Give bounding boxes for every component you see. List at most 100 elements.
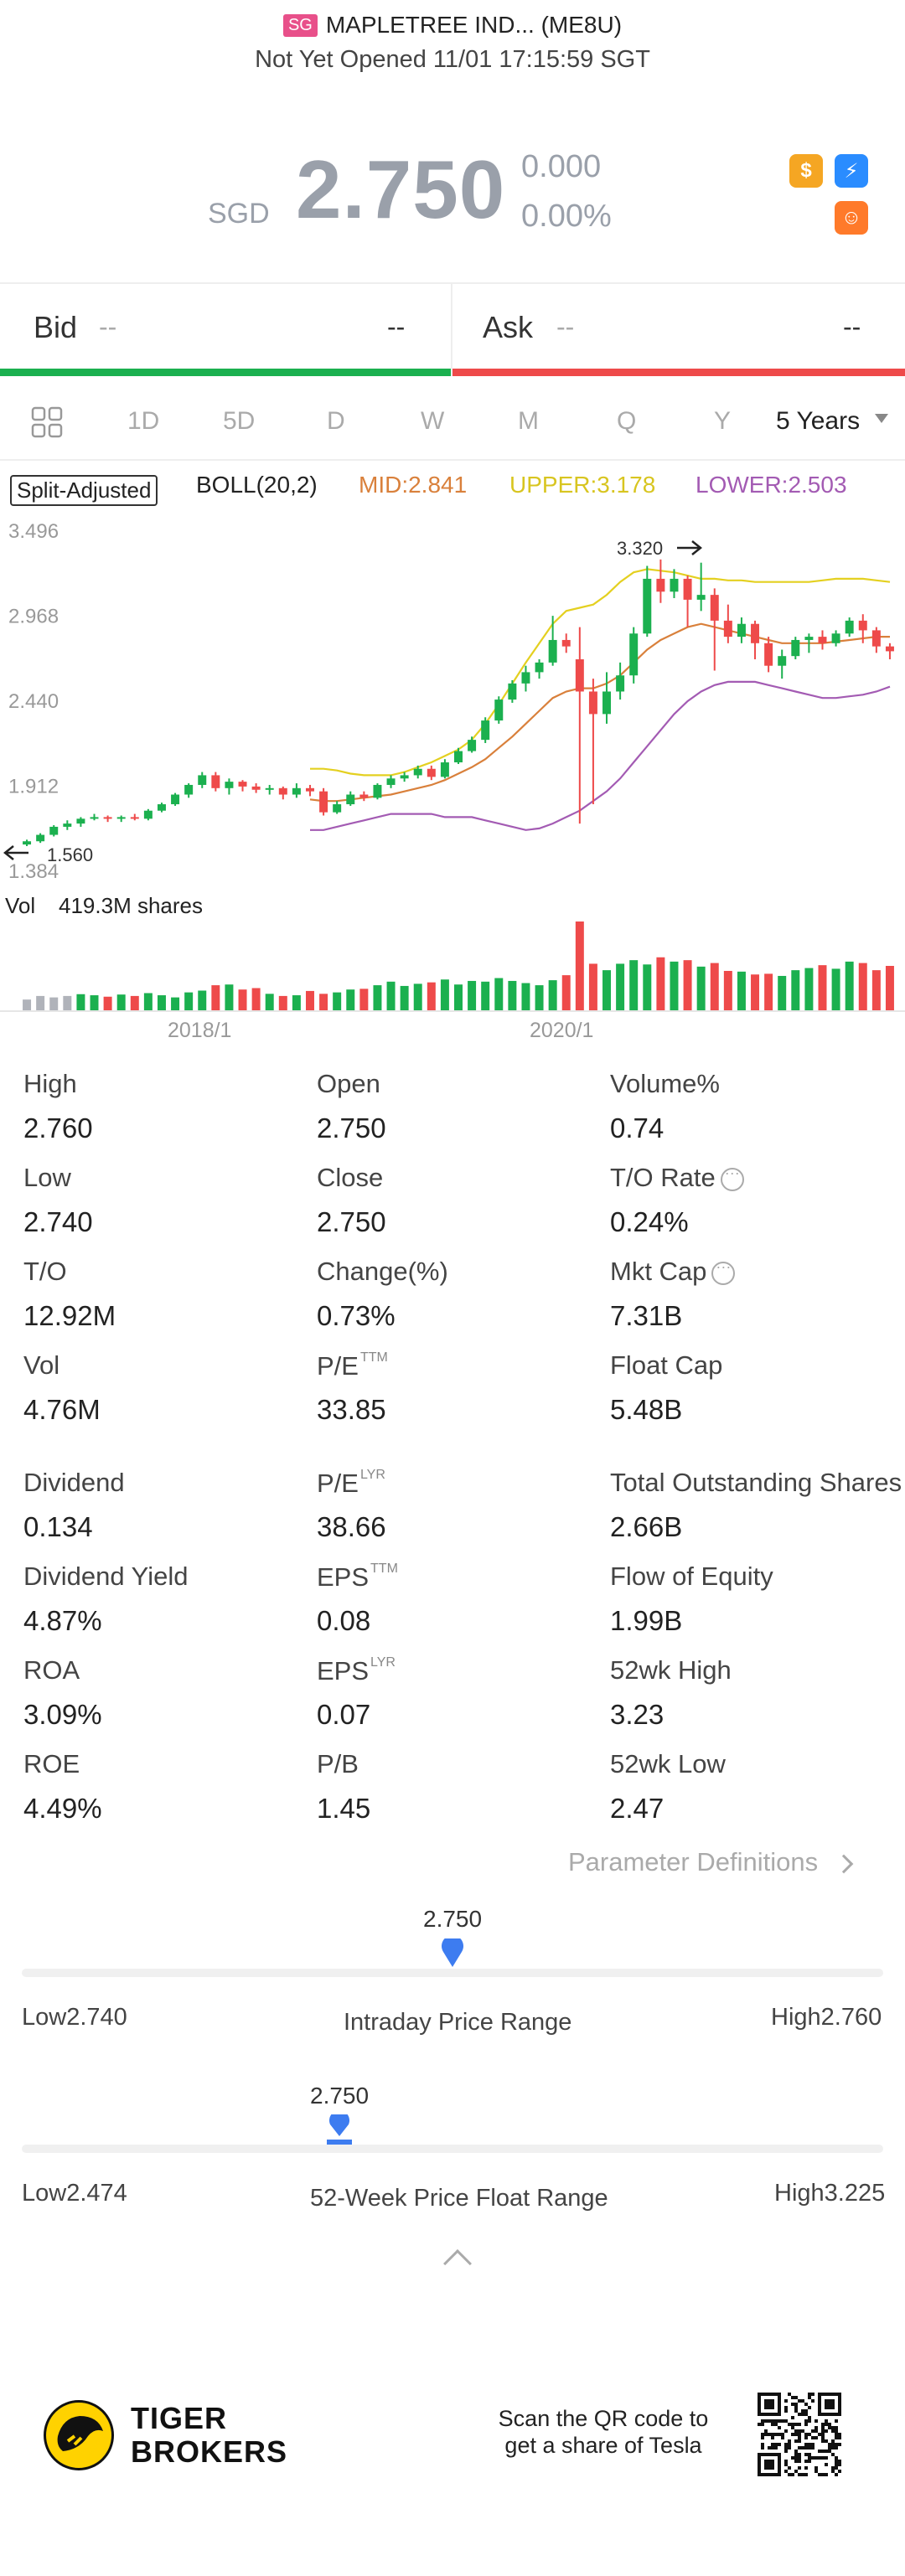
candle xyxy=(670,569,679,598)
arrow-right-icon xyxy=(677,540,703,555)
more-info-icon[interactable] xyxy=(711,1258,736,1285)
candle xyxy=(130,813,139,821)
volume-bar xyxy=(400,985,409,1010)
qr-code[interactable] xyxy=(758,2393,841,2476)
stat-superscript: LYR xyxy=(359,1468,385,1482)
volume-bar xyxy=(494,978,504,1010)
brand-line2: BROKERS xyxy=(131,2434,288,2469)
boll-lower: LOWER:2.503 xyxy=(696,472,847,498)
chevron-up-icon[interactable] xyxy=(443,2249,472,2278)
more-info-icon[interactable] xyxy=(720,1164,744,1191)
volume-bar xyxy=(616,963,625,1010)
candle xyxy=(305,784,314,797)
stat-superscript: LYR xyxy=(370,1655,396,1670)
stat-value: 4.87% xyxy=(23,1605,102,1636)
stat-value: 3.23 xyxy=(610,1699,665,1730)
volume-bar xyxy=(143,993,153,1010)
y-tick-label: 1.912 xyxy=(8,776,59,798)
volume-bar xyxy=(157,995,166,1010)
stat-label: EPS TTM xyxy=(317,1562,398,1592)
stat-value: 0.24% xyxy=(610,1206,689,1237)
tiger-logo-icon xyxy=(44,2400,114,2470)
volume-baseline xyxy=(0,1010,905,1012)
tab-monthly[interactable]: M xyxy=(518,407,539,435)
stat-label: Low xyxy=(23,1163,71,1192)
volume-bar xyxy=(602,970,612,1010)
volume-bar xyxy=(305,990,314,1010)
intraday-low: Low2.740 xyxy=(22,2004,127,2031)
flash-icon[interactable]: ⚡ xyxy=(835,154,868,188)
candle xyxy=(858,614,867,643)
candle xyxy=(157,803,166,813)
tab-period-selector[interactable]: 5 Years xyxy=(776,407,861,435)
badge-icon[interactable]: ☺ xyxy=(835,201,868,235)
volume-bar xyxy=(737,971,746,1010)
week52-range-track xyxy=(22,2145,883,2153)
week52-low: Low2.474 xyxy=(22,2180,127,2207)
week52-current-value: 2.750 xyxy=(310,2083,370,2109)
volume-bar xyxy=(386,981,396,1010)
candle xyxy=(211,772,220,792)
candle xyxy=(278,786,287,800)
stat-label: Dividend xyxy=(23,1468,125,1497)
price-chart[interactable]: 3.496 2.968 2.440 1.912 1.384 3.320 1.560 Vo… xyxy=(0,503,905,1014)
candle xyxy=(319,787,328,816)
candle xyxy=(656,559,665,603)
price-change: 0.000 xyxy=(521,149,602,184)
stat-value: 4.49% xyxy=(23,1793,102,1824)
parameter-definitions-link[interactable]: Parameter Definitions xyxy=(568,1847,854,1877)
candle xyxy=(764,637,773,673)
y-tick-label: 3.496 xyxy=(8,520,59,543)
tab-yearly[interactable]: Y xyxy=(714,407,732,435)
grid-icon[interactable] xyxy=(30,405,64,439)
candle xyxy=(588,679,597,805)
stat-label: Flow of Equity xyxy=(610,1562,773,1591)
candle xyxy=(831,630,840,647)
stat-value: 2.750 xyxy=(317,1206,386,1237)
candle xyxy=(386,775,396,788)
stat-value: 4.76M xyxy=(23,1394,101,1425)
tab-weekly[interactable]: W xyxy=(421,407,445,435)
chevron-down-icon[interactable] xyxy=(875,414,888,423)
bid-ask-separator xyxy=(451,284,452,376)
stat-value: 1.45 xyxy=(317,1793,371,1824)
stat-label: Change(%) xyxy=(317,1257,448,1286)
volume-bar xyxy=(278,995,287,1010)
volume-bar xyxy=(764,973,773,1010)
chevron-right-icon xyxy=(834,1854,854,1874)
arrow-left-icon xyxy=(3,845,28,860)
candle xyxy=(481,717,490,743)
candle xyxy=(440,759,449,779)
split-adjusted-toggle[interactable]: Split-Adjusted xyxy=(10,475,158,506)
candle xyxy=(116,815,126,823)
tab-daily[interactable]: D xyxy=(327,407,345,435)
candle xyxy=(751,620,760,660)
intraday-range-track xyxy=(22,1969,883,1977)
stat-label: 52wk High xyxy=(610,1655,732,1685)
candle xyxy=(413,765,422,779)
tab-quarterly[interactable]: Q xyxy=(617,407,637,435)
volume-bar xyxy=(413,983,422,1010)
volume-value: 419.3M shares xyxy=(59,893,203,918)
volume-bar xyxy=(184,992,194,1010)
stat-value: 1.99B xyxy=(610,1605,683,1636)
volume-bar xyxy=(845,961,854,1010)
intraday-high: High2.760 xyxy=(771,2004,882,2031)
candle xyxy=(143,808,153,821)
volume-bar xyxy=(858,963,867,1010)
volume-bar xyxy=(791,970,800,1010)
volume-bar xyxy=(710,963,719,1010)
candle xyxy=(468,736,477,753)
boll-upper-line xyxy=(310,568,891,777)
ask-label: Ask xyxy=(483,310,534,344)
volume-bar xyxy=(319,994,328,1010)
bid-size: -- xyxy=(387,312,406,342)
candle xyxy=(494,696,504,724)
volume-bar xyxy=(225,984,234,1010)
volume-bar xyxy=(211,985,220,1010)
volume-bar xyxy=(481,981,490,1010)
dollar-icon[interactable]: $ xyxy=(789,154,823,188)
tab-1d[interactable]: 1D xyxy=(127,407,160,435)
tab-5d[interactable]: 5D xyxy=(223,407,256,435)
stat-label: Dividend Yield xyxy=(23,1562,189,1591)
